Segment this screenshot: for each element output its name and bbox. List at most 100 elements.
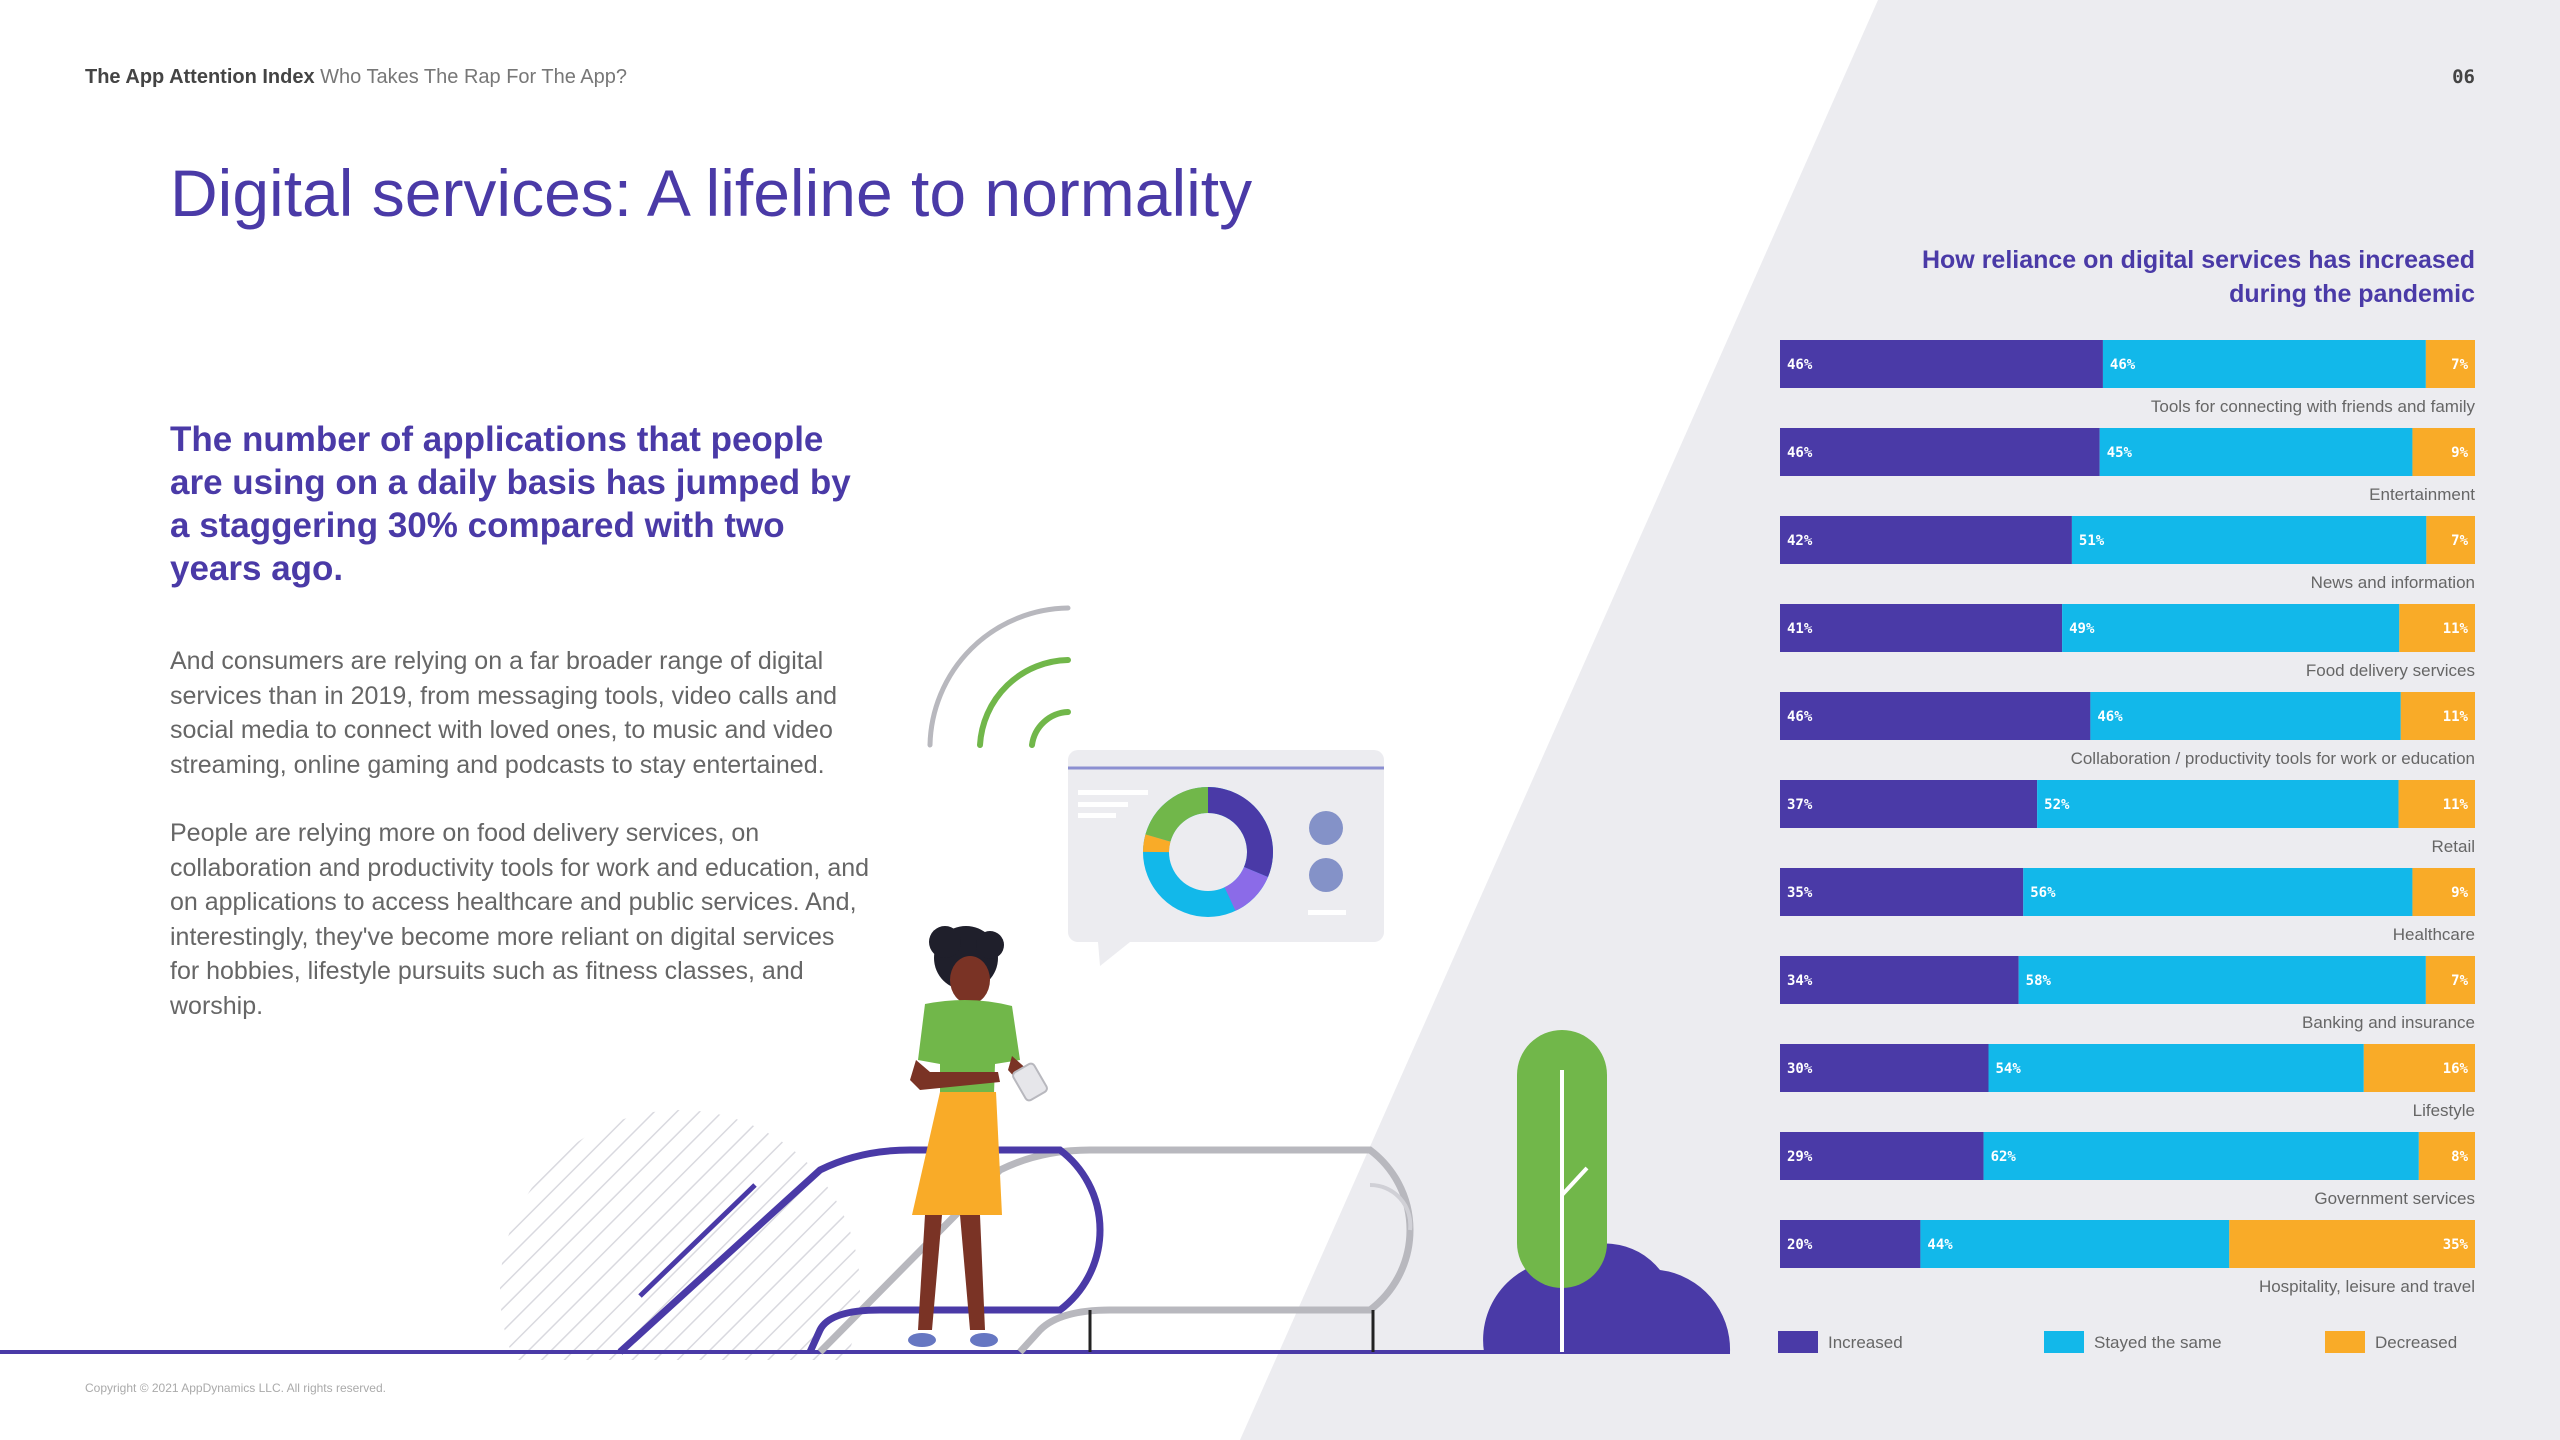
bar-segment-stayed-the-same [2090,692,2401,740]
page-title: Digital services: A lifeline to normalit… [170,156,1253,230]
header: The App Attention Index Who Takes The Ra… [85,66,627,89]
bar-value-label: 42% [1787,533,1813,549]
bar-value-label: 29% [1787,1149,1813,1165]
legend-swatch [2044,1331,2084,1353]
bar-segment-decreased [2363,1044,2475,1092]
bar-segment-increased [1780,868,2024,916]
escalator-illustration [617,1146,1414,1355]
bar-row: 20% 44% 35% Hospitality, leisure and travel [1780,1220,2475,1296]
bar-value-label: 11% [2443,709,2469,725]
category-label: Hospitality, leisure and travel [2259,1277,2475,1296]
bar-value-label: 46% [1787,709,1813,725]
header-subtitle: Who Takes The Rap For The App? [320,66,628,88]
header-brand: The App Attention Index [85,66,315,88]
bar-value-label: 8% [2451,1149,2468,1165]
bar-row: 29% 62% 8% Government services [1780,1132,2475,1208]
bar-value-label: 7% [2451,357,2468,373]
body-paragraph-1: And consumers are relying on a far broad… [170,647,838,779]
bar-value-label: 56% [2030,885,2056,901]
bar-row: 34% 58% 7% Banking and insurance [1780,956,2475,1032]
category-label: Government services [2314,1189,2475,1208]
bar-value-label: 7% [2451,533,2468,549]
wifi-icon [927,605,1071,748]
bar-segment-stayed-the-same [2018,956,2426,1004]
bar-value-label: 11% [2443,621,2469,637]
bar-segment-decreased [2426,516,2475,564]
bar-row: 46% 45% 9% Entertainment [1780,428,2475,504]
tree-illustration [1483,1030,1731,1352]
bar-row: 46% 46% 11% Collaboration / productivity to… [1780,692,2475,768]
category-label: Retail [2432,837,2475,856]
bar-segment-decreased [2399,604,2475,652]
page-number: 06 [2452,66,2475,88]
lead-paragraph: The number of applications that people a… [170,420,851,588]
bar-segment-stayed-the-same [1983,1132,2419,1180]
category-label: Banking and insurance [2302,1013,2475,1032]
bar-row: 37% 52% 11% Retail [1780,780,2475,856]
bar-value-label: 46% [2097,709,2123,725]
bar-segment-increased [1780,340,2103,388]
bar-segment-decreased [2412,868,2475,916]
bar-value-label: 44% [1927,1237,1953,1253]
legend-label: Stayed the same [2094,1333,2222,1352]
chart-title: How reliance on digital services has inc… [1921,246,2475,308]
bar-segment-increased [1780,428,2100,476]
bar-segment-increased [1780,1044,1989,1092]
bar-row: 41% 49% 11% Food delivery services [1780,604,2475,680]
bar-segment-increased [1780,516,2072,564]
dashboard-card [1068,750,1384,966]
legend-item: Stayed the same [2044,1331,2222,1353]
category-label: Healthcare [2393,925,2475,944]
bar-value-label: 54% [1996,1061,2022,1077]
bar-value-label: 35% [1787,885,1813,901]
legend-label: Decreased [2375,1333,2457,1352]
chart-legend: Increased Stayed the same Decreased [1778,1331,2457,1353]
body-paragraph-2: People are relying more on food delivery… [170,819,870,1020]
bar-segment-decreased [2412,428,2475,476]
bar-value-label: 58% [2026,973,2052,989]
category-label: Entertainment [2369,485,2475,504]
bar-segment-decreased [2425,956,2475,1004]
bar-value-label: 9% [2451,885,2468,901]
bar-segment-increased [1780,1132,1984,1180]
bar-value-label: 20% [1787,1237,1813,1253]
bar-row: 30% 54% 16% Lifestyle [1780,1044,2475,1120]
bar-segment-increased [1780,780,2038,828]
bar-value-label: 46% [2110,357,2136,373]
category-label: Food delivery services [2306,661,2475,680]
legend-swatch [1778,1331,1818,1353]
bar-segment-stayed-the-same [2071,516,2427,564]
bar-segment-decreased [2398,780,2475,828]
bar-segment-increased [1780,956,2019,1004]
category-label: Lifestyle [2413,1101,2475,1120]
bar-value-label: 7% [2451,973,2468,989]
category-label: Tools for connecting with friends and fa… [2151,397,2476,416]
donut-chart-icon [1143,787,1273,917]
bar-value-label: 51% [2079,533,2105,549]
category-label: News and information [2311,573,2475,592]
bar-segment-stayed-the-same [2023,868,2413,916]
legend-item: Increased [1778,1331,1903,1353]
bar-value-label: 35% [2443,1237,2469,1253]
bar-value-label: 62% [1991,1149,2017,1165]
bar-segment-stayed-the-same [1988,1044,2364,1092]
bar-segment-increased [1780,692,2091,740]
bar-value-label: 34% [1787,973,1813,989]
bar-row: 35% 56% 9% Healthcare [1780,868,2475,944]
bar-value-label: 49% [2069,621,2095,637]
legend-swatch [2325,1331,2365,1353]
bar-segment-decreased [2400,692,2475,740]
bar-segment-decreased [2229,1220,2475,1268]
legend-label: Increased [1828,1333,1903,1352]
bar-value-label: 46% [1787,445,1813,461]
bar-value-label: 30% [1787,1061,1813,1077]
bar-segment-stayed-the-same [1920,1220,2230,1268]
legend-item: Decreased [2325,1331,2457,1353]
bar-row: 46% 46% 7% Tools for connecting with friend… [1780,340,2475,416]
copyright: Copyright © 2021 AppDynamics LLC. All ri… [85,1381,386,1395]
bar-segment-increased [1780,1220,1921,1268]
bar-segment-stayed-the-same [2102,340,2426,388]
bar-segment-increased [1780,604,2063,652]
bar-value-label: 46% [1787,357,1813,373]
